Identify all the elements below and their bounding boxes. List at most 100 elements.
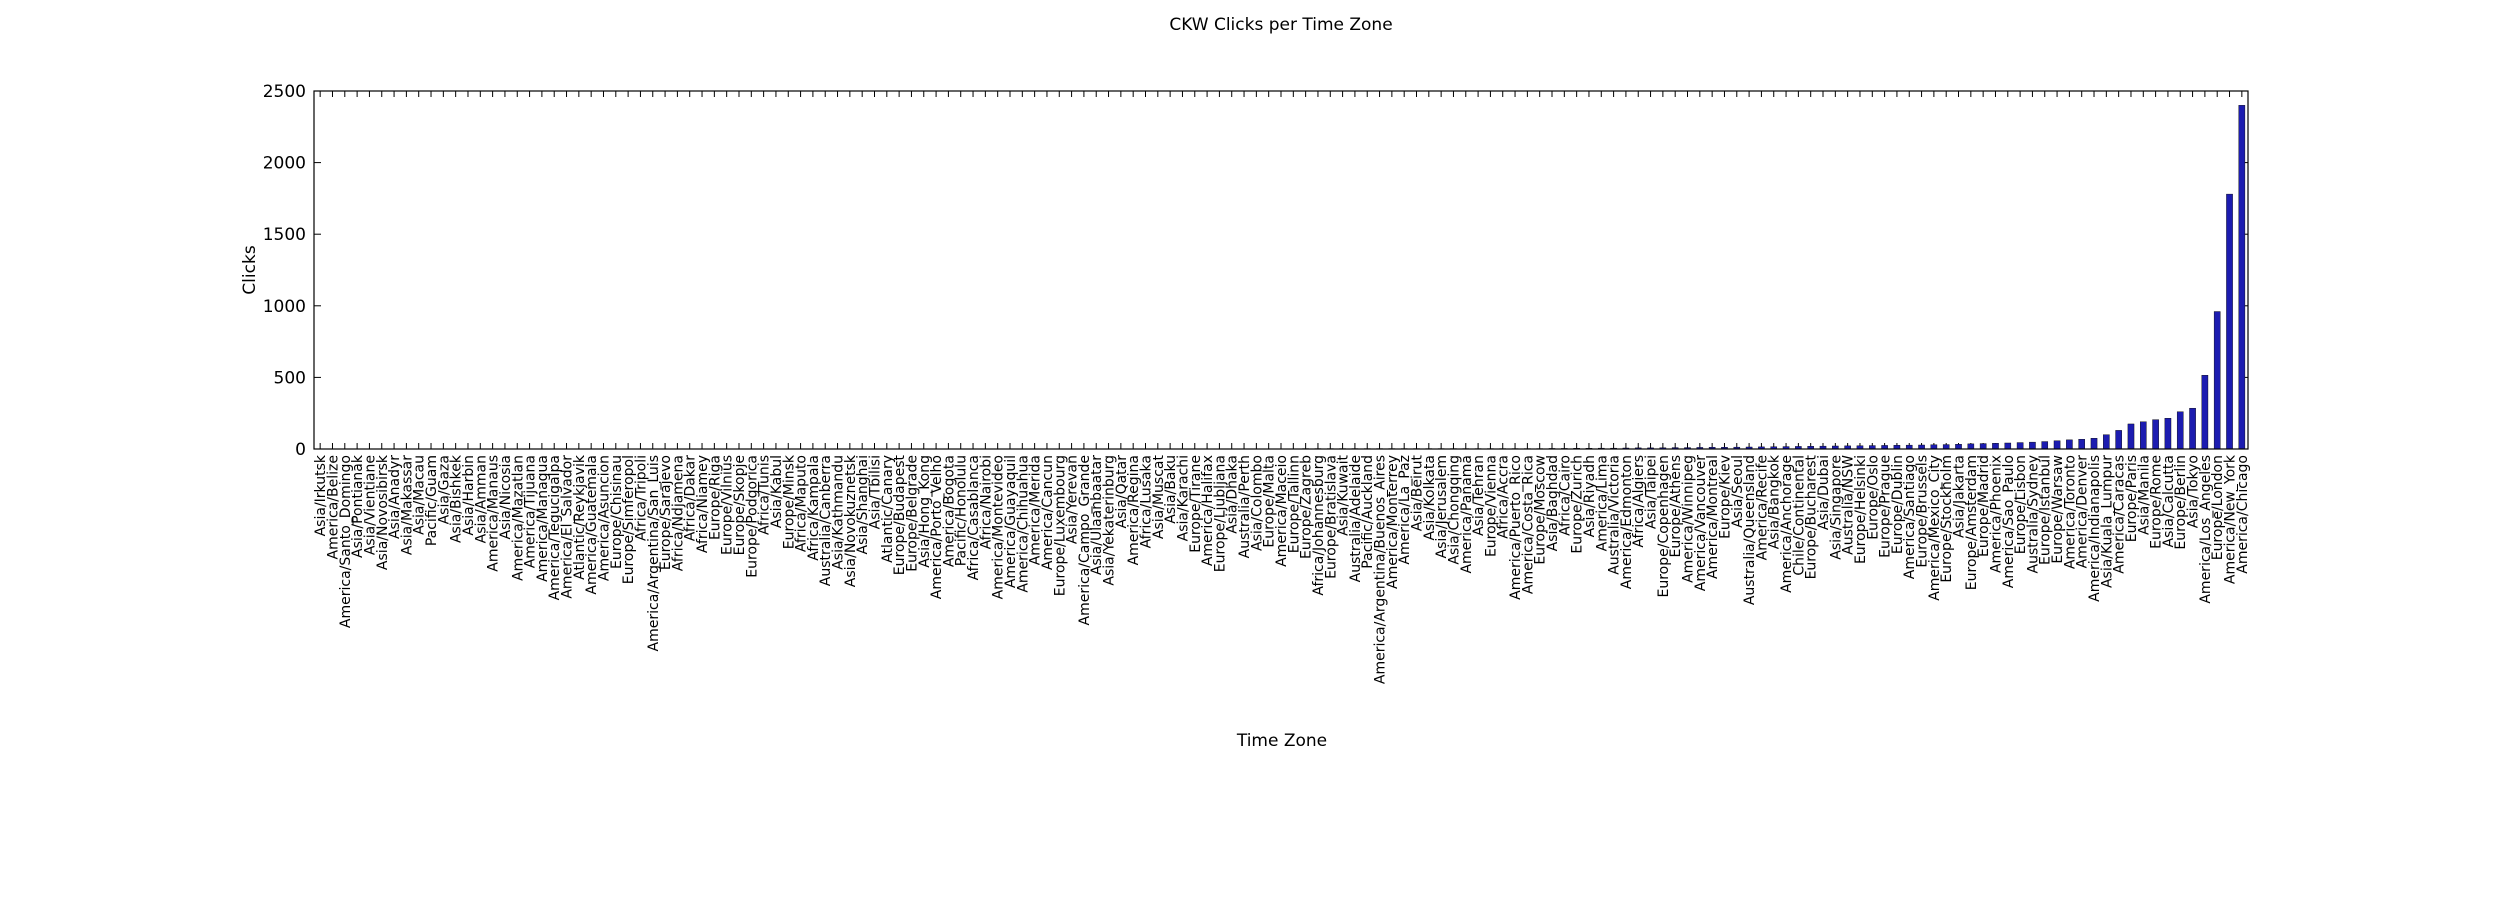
bar: [2115, 430, 2122, 450]
x-tick-label: America/Argentina/San_Luis: [646, 455, 662, 651]
x-tick-label: Europe/Tirane: [1188, 455, 1204, 553]
bar: [2078, 439, 2085, 450]
bar: [2213, 311, 2221, 450]
x-tick-label: Asia/Yekaterinburg: [1102, 455, 1118, 586]
bar: [2152, 419, 2159, 450]
x-tick-label: America/Caracas: [2112, 455, 2128, 574]
x-tick-label: America/Mexico_City: [1927, 455, 1943, 601]
x-tick-label: Asia/Novosibirsk: [375, 454, 391, 570]
x-tick-label: Asia/Chongqing: [1446, 455, 1462, 565]
x-tick-label: Europe/Kiev: [1717, 455, 1733, 539]
x-axis-label: Time Zone: [1236, 731, 1327, 751]
x-tick-label: Europe/Podgorica: [744, 455, 760, 578]
x-tick-label: America/Toronto: [2062, 455, 2078, 569]
x-tick-label: Asia/Tehran: [1471, 455, 1487, 536]
y-tick-label: 2000: [263, 154, 306, 174]
x-tick-label: Asia/Muscat: [1151, 454, 1167, 539]
x-tick-label: America/Lima: [1594, 455, 1610, 551]
x-tick-label: America/Monterrey: [1385, 455, 1401, 589]
bar: [2004, 442, 2012, 450]
x-tick-label: America/Maceio: [1274, 455, 1290, 567]
x-tick-label: Europe/Berlin: [2173, 455, 2189, 550]
x-tick-label: Asia/Anadyr: [387, 455, 403, 539]
bar: [1955, 444, 1962, 450]
x-tick-label: Europe/Luxembourg: [1052, 455, 1068, 596]
x-tick-label: Africa/Dakar: [683, 455, 699, 541]
bar: [1967, 443, 1975, 450]
x-tick-label: Asia/Bishkek: [449, 454, 465, 543]
x-tick-label: Chile/Continental: [1791, 455, 1807, 576]
x-tick-label: Asia/Shanghai: [855, 455, 871, 555]
x-tick-label: America/Managua: [535, 455, 551, 582]
x-tick-label: Australia/Queensland: [1742, 455, 1758, 605]
x-tick-label: Asia/Ulaanbaatar: [1089, 455, 1105, 575]
y-tick-label: 1000: [263, 297, 306, 317]
x-tick-label: Asia/Kolkata: [1422, 455, 1438, 541]
x-tick-label: Asia/Kuala_Lumpur: [2099, 455, 2115, 588]
x-tick-label: Africa/Casablanca: [966, 455, 982, 580]
bar: [1930, 444, 1938, 450]
x-tick-label: America/Chicago: [2235, 455, 2251, 574]
x-tick-label: Europe/Amsterdam: [1964, 455, 1980, 590]
x-tick-label: America/Porto_Velho: [929, 455, 945, 599]
x-tick-label: Africa/Kampala: [806, 455, 822, 561]
x-tick-label: America/Mazatlan: [510, 455, 526, 581]
x-tick-label: Asia/Harbin: [461, 455, 477, 536]
x-tick-label: Europe/Budapest: [892, 455, 908, 576]
x-tick-label: Australia/Victoria: [1607, 455, 1623, 575]
x-tick-label: America/Argentina/Buenos_Aires: [1373, 455, 1389, 684]
bar: [2189, 407, 2196, 450]
x-tick-label: Australia/Sydney: [2025, 455, 2041, 573]
x-tick-label: America/Montreal: [1705, 455, 1721, 579]
x-tick-label: America/Recife: [1754, 455, 1770, 560]
x-tick-label: Africa/Tripoli: [633, 455, 649, 541]
plot-frame: [313, 90, 2249, 450]
bar: [2016, 442, 2024, 450]
x-tick-label: America/Vancouver: [1693, 455, 1709, 591]
bar: [1992, 443, 1999, 450]
x-tick-label: America/Regina: [1126, 455, 1142, 565]
x-tick-label: Atlantic/Canary: [880, 455, 896, 563]
x-tick-label: Europe/Zagreb: [1299, 455, 1315, 559]
x-tick-label: Europe/Brussels: [1915, 455, 1931, 568]
x-tick-label: America/Manaus: [486, 455, 502, 572]
x-tick-label: America/Santiago: [1902, 455, 1918, 579]
x-tick-label: America/La_Paz: [1397, 455, 1413, 565]
x-tick-label: Asia/Taipei: [1644, 455, 1660, 529]
bar: [2127, 423, 2135, 450]
x-tick-label: Asia/Amman: [473, 455, 489, 543]
x-tick-label: America/Sao_Paulo: [2001, 455, 2017, 588]
x-tick-label: Europe/Stockholm: [1939, 455, 1955, 583]
x-tick-label: Africa/Accra: [1496, 455, 1512, 539]
x-tick-label: Asia/Manila: [2136, 455, 2152, 535]
x-tick-label: Pacific/Guam: [424, 455, 440, 546]
bar: [2164, 418, 2172, 450]
x-tick-label: Europe/Prague: [1878, 455, 1894, 558]
x-tick-label: Asia/Pontianak: [350, 454, 366, 558]
x-tick-label: Asia/Calcutta: [2161, 455, 2177, 547]
x-tick-label: Asia/Gaza: [436, 455, 452, 524]
x-tick-label: Australia/Canberra: [818, 455, 834, 586]
x-tick-label: America/Puerto_Rico: [1508, 455, 1524, 600]
bar: [2103, 434, 2110, 450]
x-tick-label: Europe/Helsinki: [1853, 455, 1869, 564]
x-tick-label: Australia/Perth: [1237, 455, 1253, 558]
x-tick-label: America/Indianapolis: [2087, 455, 2103, 602]
x-tick-label: Asia/Colombo: [1249, 455, 1265, 551]
bar: [2176, 411, 2184, 450]
x-tick-label: Europe/Copenhagen: [1656, 455, 1672, 598]
x-tick-label: Asia/Beirut: [1410, 455, 1426, 532]
x-tick-label: Europe/Rome: [2149, 455, 2165, 549]
x-tick-label: America/Phoenix: [1988, 455, 2004, 573]
x-tick-label: Africa/Lusaka: [1138, 455, 1154, 548]
x-tick-label: Asia/Irkutsk: [313, 454, 329, 536]
bar: [2029, 441, 2036, 450]
x-tick-label: America/Montevideo: [991, 455, 1007, 599]
x-tick-label: Asia/Riyadh: [1582, 455, 1598, 537]
x-tick-label: Asia/Karachi: [1175, 455, 1191, 541]
x-tick-label: Africa/Nairobi: [978, 455, 994, 549]
x-tick-label: America/Campo_Grande: [1077, 455, 1093, 625]
x-tick-label: Asia/Dhaka: [1225, 455, 1241, 534]
x-tick-label: America/Anchorage: [1779, 455, 1795, 593]
